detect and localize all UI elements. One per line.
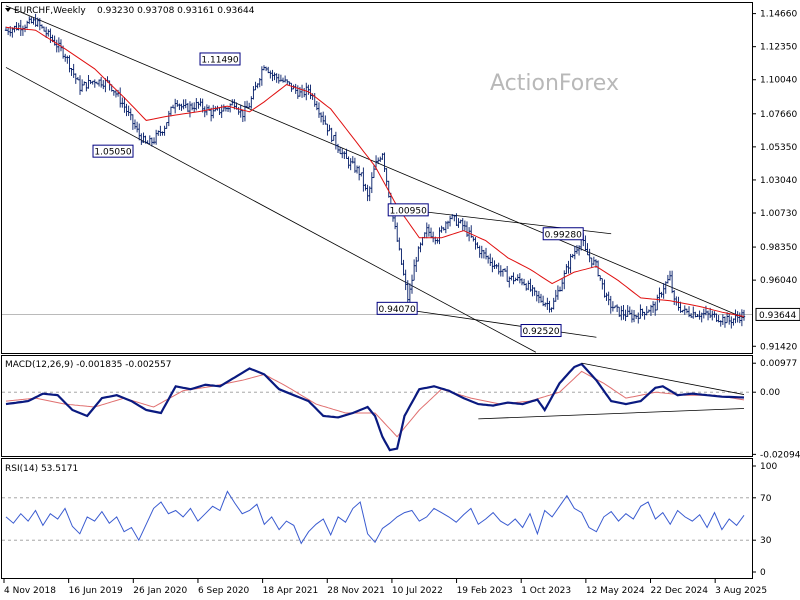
price-annotation-label: 0.92520 (522, 327, 559, 337)
price-y-tick-label: 1.07660 (760, 110, 797, 120)
x-axis-tick-label: 4 Nov 2018 (4, 586, 56, 596)
price-annotation-label: 0.99280 (545, 230, 582, 240)
price-annotation-label: 1.11490 (201, 55, 238, 65)
price-trendline (5, 5, 745, 319)
current-price-box (755, 307, 800, 321)
moving-average-line (5, 26, 745, 317)
price-trendline (397, 307, 597, 338)
price-bar (742, 309, 746, 321)
x-axis-tick-label: 19 Feb 2023 (457, 586, 513, 596)
price-y-tick-label: 1.05350 (760, 143, 797, 153)
rsi-line (5, 490, 745, 545)
price-annotation-label: 1.05050 (94, 148, 131, 158)
rsi-layer (2, 490, 752, 545)
macd-header-label: MACD(12,26,9) -0.001835 -0.002557 (5, 360, 171, 370)
price-y-tick-label: 1.03040 (760, 176, 797, 186)
x-axis-tick-label: 28 Nov 2021 (327, 586, 385, 596)
price-panel-frame (1, 2, 753, 354)
axis-layer: 1.14660 1.12350 1.10040 1.07660 1.05350 1.030… (3, 10, 800, 596)
x-axis-tick-label: 10 Jul 2022 (392, 586, 443, 596)
price-annotation-box (199, 52, 241, 66)
price-annotation-box (92, 144, 134, 158)
price-annotation-box (542, 227, 584, 241)
collapse-arrow-icon[interactable] (5, 8, 11, 12)
price-annotation-box (520, 324, 562, 338)
watermark: ActionForex (490, 71, 619, 96)
price-annotation-box (387, 203, 429, 217)
rsi-y-tick-label: 70 (760, 494, 772, 504)
price-layer: 1.11490 1.05050 1.00950 0.99280 0.94070 0.925… (2, 5, 800, 353)
rsi-panel-frame (1, 458, 753, 579)
price-y-tick-label: 0.98350 (760, 243, 797, 253)
rsi-y-tick-label: 30 (760, 536, 772, 546)
price-y-tick-label: 1.12350 (760, 43, 797, 53)
macd-y-tick-label: -0.020949 (760, 450, 800, 460)
macd-y-tick-label: 0.00977 (760, 359, 797, 369)
price-annotation-box (376, 301, 418, 315)
price-ohlc-label: 0.93230 0.93708 0.93161 0.93644 (97, 6, 255, 16)
rsi-y-tick-label: 0 (760, 568, 766, 578)
rsi-y-tick-label: 100 (760, 462, 777, 472)
macd-layer (2, 362, 752, 452)
price-annotation-label: 1.00950 (390, 206, 427, 216)
x-axis-tick-label: 26 Jan 2020 (133, 586, 187, 596)
x-axis-tick-label: 18 Apr 2021 (263, 586, 319, 596)
price-trendline (5, 67, 537, 353)
x-axis-tick-label: 3 Aug 2025 (715, 586, 767, 596)
price-y-tick-label: 0.91420 (760, 342, 797, 352)
x-axis-tick-label: 6 Sep 2020 (198, 586, 250, 596)
price-y-tick-label: 0.96040 (760, 276, 797, 286)
current-price-label: 0.93644 (759, 311, 796, 321)
macd-trendline (581, 362, 745, 395)
price-y-tick-label: 1.14660 (760, 10, 797, 20)
x-axis-tick-label: 16 Jun 2019 (69, 586, 123, 596)
price-symbol-label: EURCHF,Weekly (14, 6, 86, 16)
price-annotation-label: 0.94070 (379, 305, 416, 315)
macd-panel-frame (1, 355, 753, 457)
rsi-header-label: RSI(14) 53.5171 (5, 464, 78, 474)
price-y-tick-label: 1.00730 (760, 209, 797, 219)
macd-trendline (478, 408, 745, 420)
x-axis-tick-label: 1 Oct 2023 (521, 586, 571, 596)
macd-line (5, 362, 745, 452)
macd-y-tick-label: 0.00 (760, 388, 780, 398)
price-y-tick-label: 1.10040 (760, 76, 797, 86)
panel-frames (1, 2, 753, 579)
x-axis-tick-label: 12 May 2024 (586, 586, 645, 596)
x-axis-tick-label: 22 Dec 2024 (651, 586, 709, 596)
